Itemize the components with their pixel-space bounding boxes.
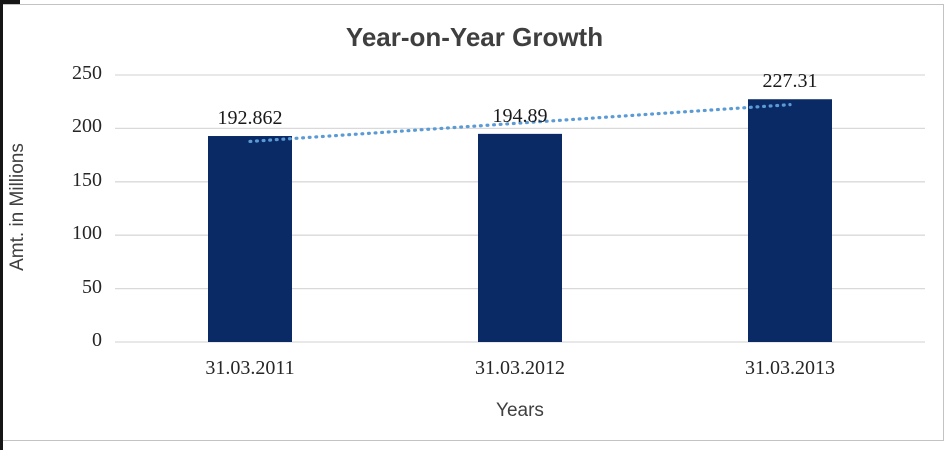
y-tick-label: 100 bbox=[72, 222, 102, 245]
bar bbox=[748, 99, 832, 343]
page-corner-notch bbox=[0, 0, 20, 4]
bar bbox=[208, 136, 292, 342]
chart-border bbox=[0, 4, 944, 441]
bar-data-label: 192.862 bbox=[217, 107, 283, 130]
page-edge-left bbox=[0, 0, 3, 450]
y-tick-label: 0 bbox=[92, 329, 102, 351]
bar-data-label: 227.31 bbox=[762, 70, 818, 93]
x-category-label: 31.03.2013 bbox=[745, 357, 835, 379]
trendline bbox=[248, 103, 792, 144]
x-category-label: 31.03.2011 bbox=[205, 357, 295, 379]
y-tick-label: 250 bbox=[72, 62, 102, 84]
y-tick-label: 200 bbox=[72, 115, 102, 138]
chart-title: Year-on-Year Growth bbox=[345, 22, 604, 52]
bar-data-label: 194.89 bbox=[492, 104, 548, 127]
x-axis-title: Years bbox=[496, 400, 544, 421]
bar bbox=[478, 133, 562, 342]
y-tick-label: 150 bbox=[72, 168, 102, 191]
x-category-label: 31.03.2012 bbox=[475, 357, 565, 379]
y-tick-label: 50 bbox=[82, 275, 102, 298]
